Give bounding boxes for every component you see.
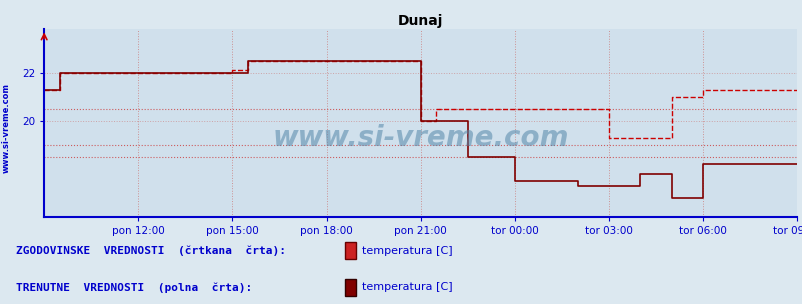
- Text: ZGODOVINSKE  VREDNOSTI  (črtkana  črta):: ZGODOVINSKE VREDNOSTI (črtkana črta):: [16, 246, 286, 256]
- Text: www.si-vreme.com: www.si-vreme.com: [2, 83, 11, 173]
- Text: www.si-vreme.com: www.si-vreme.com: [272, 124, 569, 152]
- Title: Dunaj: Dunaj: [398, 14, 443, 28]
- Text: TRENUTNE  VREDNOSTI  (polna  črta):: TRENUTNE VREDNOSTI (polna črta):: [16, 282, 252, 292]
- Text: temperatura [C]: temperatura [C]: [362, 282, 452, 292]
- Text: temperatura [C]: temperatura [C]: [362, 246, 452, 256]
